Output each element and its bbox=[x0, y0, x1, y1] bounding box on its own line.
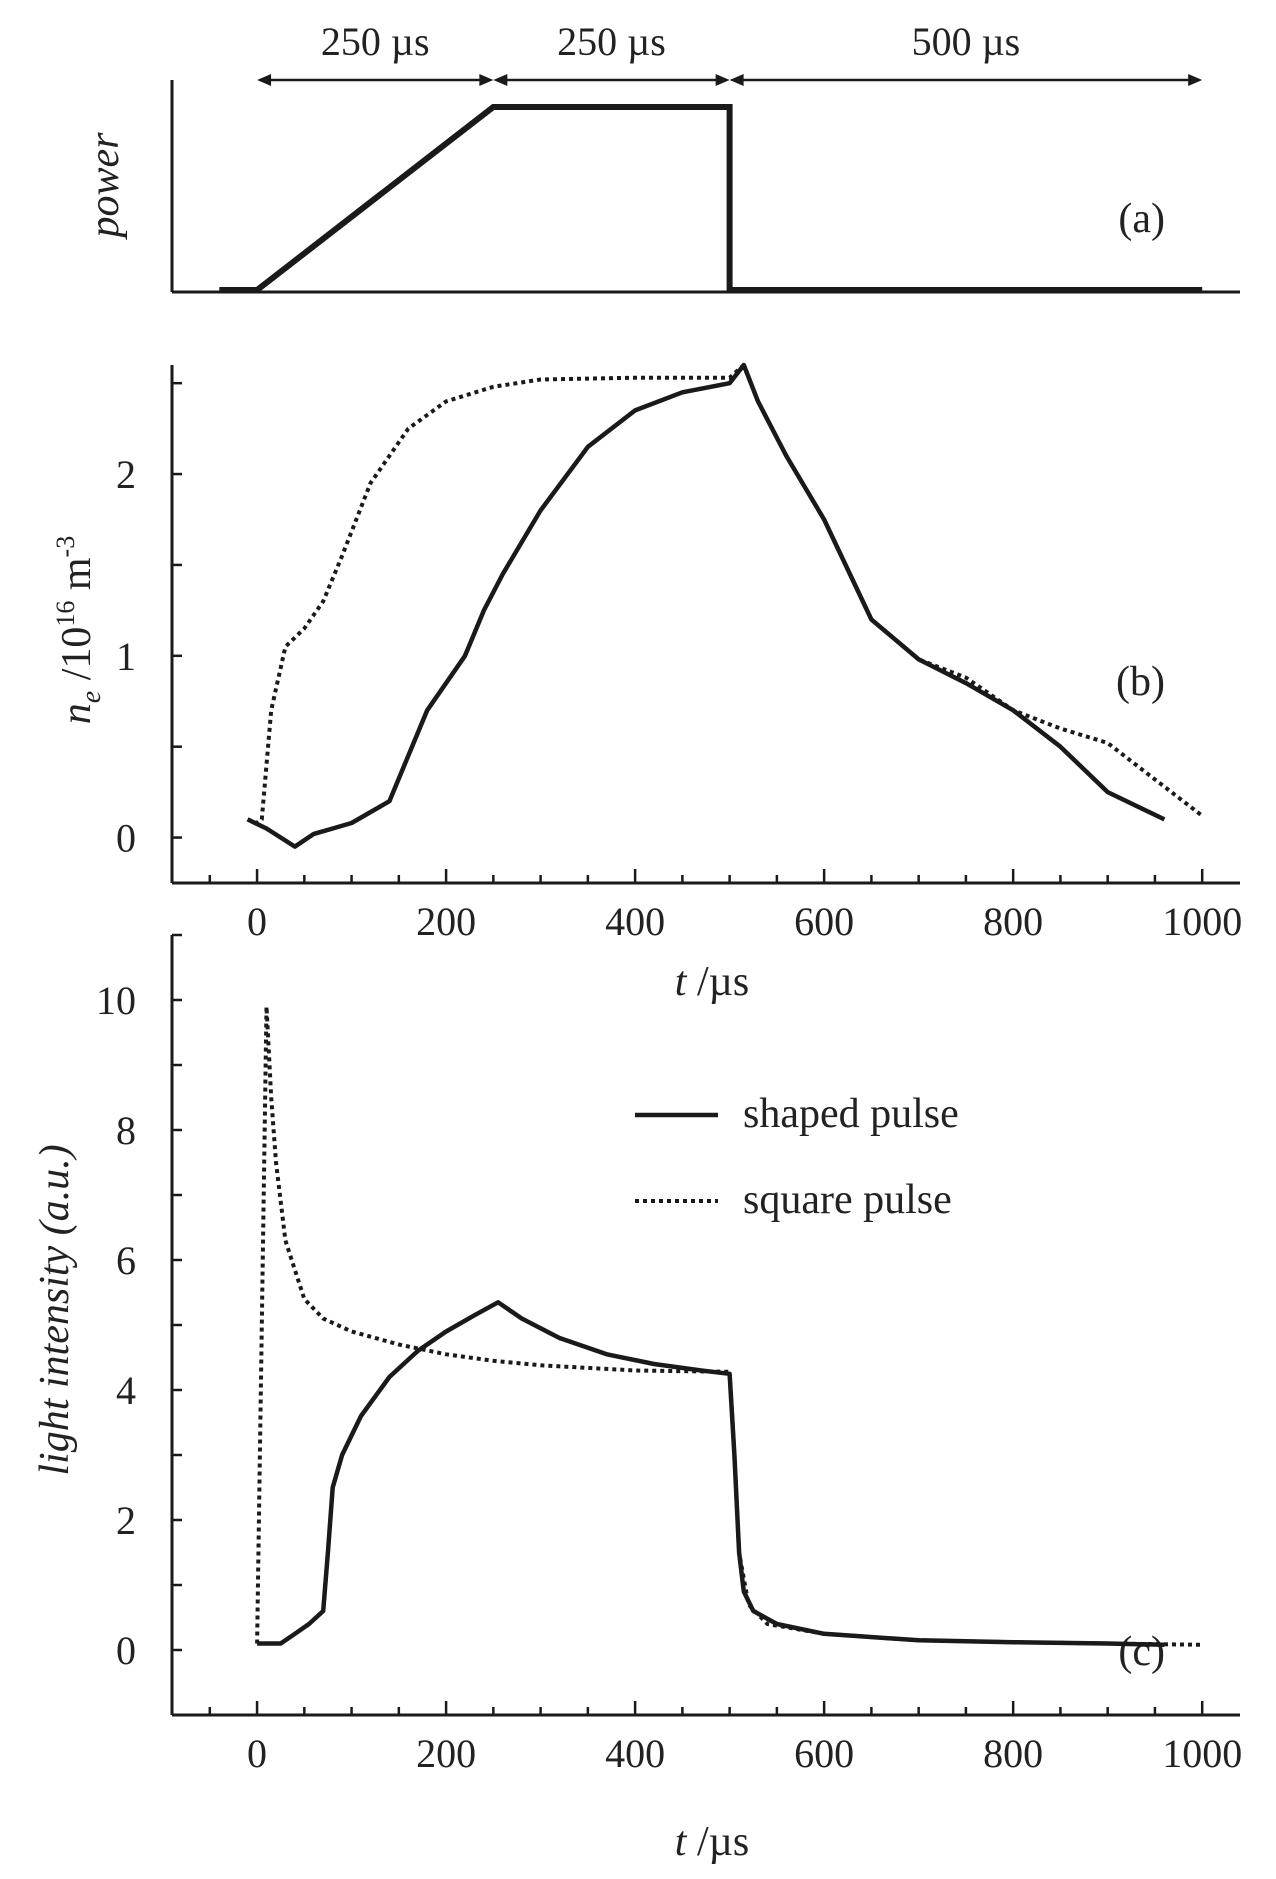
panel-c-y-tick-label: 10 bbox=[96, 978, 136, 1023]
panel-b-xlabel-var: t bbox=[675, 959, 688, 1005]
panel-c-x-tick-label: 600 bbox=[794, 1731, 854, 1776]
panel-a-arrowhead-left bbox=[257, 74, 272, 86]
panel-c-tag: (c) bbox=[1118, 1629, 1165, 1675]
panel-a-duration-annotations: 250 µs 250 µs 500 µs bbox=[257, 19, 1203, 86]
panel-a-arrowhead-left bbox=[493, 74, 508, 86]
panel-a-tag: (a) bbox=[1118, 196, 1165, 242]
panel-c-series-dotted-line bbox=[255, 1004, 1203, 1647]
panel-c-y-tick-label: 2 bbox=[116, 1498, 136, 1543]
panel-c-ylabel: light intensity (a.u.) bbox=[32, 1144, 78, 1475]
panel-b-ylabel-subscript: e bbox=[76, 691, 107, 703]
panel-c-legend: shaped pulse square pulse bbox=[635, 1091, 959, 1223]
panel-b-ylabel-scale: /10 bbox=[54, 627, 100, 691]
panel-a-arrowhead-right bbox=[1188, 74, 1203, 86]
panel-c-xlabel-unit: /µs bbox=[686, 1819, 749, 1865]
panel-b-ylabel: ne /1016 m-3 bbox=[51, 536, 107, 724]
panel-b-electron-density: ne /1016 m-3 (b) t /µs 0 200 400 600 800 1000… bbox=[51, 362, 1242, 1005]
panel-c-legend-label: shaped pulse bbox=[743, 1091, 959, 1137]
panel-b-x-tick-label: 1000 bbox=[1162, 899, 1242, 944]
panel-c-x-tick-label: 800 bbox=[983, 1731, 1043, 1776]
panel-b-series-dotted-line bbox=[246, 363, 1204, 825]
panel-b-y-tick-label: 2 bbox=[116, 452, 136, 497]
panel-a-power: power (a) 250 µs 250 µs 500 µs bbox=[82, 19, 1240, 294]
panel-b-x-tick-label: 0 bbox=[247, 899, 267, 944]
panel-b-ylabel-unit: m bbox=[54, 557, 100, 601]
panel-c-y-tick-label: 6 bbox=[116, 1238, 136, 1283]
panel-a-axes bbox=[170, 80, 1240, 294]
panel-b-axes: 0 200 400 600 800 1000 0 1 2 bbox=[116, 365, 1242, 944]
panel-c-x-tick-label: 0 bbox=[247, 1731, 267, 1776]
panel-b-x-tick-label: 200 bbox=[416, 899, 476, 944]
panel-c-y-tick-label: 0 bbox=[116, 1628, 136, 1673]
panel-b-x-tick-label: 600 bbox=[794, 899, 854, 944]
panel-a-series bbox=[219, 104, 1203, 293]
panel-b-series bbox=[246, 362, 1204, 849]
panel-b-ylabel-exponent: 16 bbox=[51, 601, 80, 627]
panel-a-arrowhead-right bbox=[479, 74, 494, 86]
panel-c-x-tick-label: 400 bbox=[605, 1731, 665, 1776]
panel-c-x-tick-label: 200 bbox=[416, 1731, 476, 1776]
panel-c-xlabel: t /µs bbox=[675, 1819, 749, 1865]
panel-b-y-tick-label: 0 bbox=[116, 816, 136, 861]
panel-a-duration-label: 500 µs bbox=[912, 19, 1021, 64]
panel-c-light-intensity: light intensity (a.u.) (c) t /µs 0 200 400… bbox=[32, 933, 1242, 1865]
panel-a-arrowhead-left bbox=[729, 74, 744, 86]
panel-b-x-tick-label: 800 bbox=[983, 899, 1043, 944]
panel-c-xlabel-var: t bbox=[675, 1819, 688, 1865]
panel-c-x-tick-label: 1000 bbox=[1162, 1731, 1242, 1776]
panel-c-y-tick-label: 8 bbox=[116, 1108, 136, 1153]
panel-c-legend-label: square pulse bbox=[743, 1177, 952, 1223]
panel-a-duration-label: 250 µs bbox=[321, 19, 430, 64]
panel-b-tag: (b) bbox=[1116, 659, 1165, 705]
panel-b-ylabel-unit-exponent: -3 bbox=[51, 536, 80, 558]
panel-a-arrowhead-right bbox=[715, 74, 730, 86]
panel-c-series-solid-line bbox=[257, 1300, 1165, 1648]
panel-b-xlabel: t /µs bbox=[675, 959, 749, 1005]
panel-c-series bbox=[255, 1004, 1203, 1648]
panel-b-xlabel-unit: /µs bbox=[686, 959, 749, 1005]
panel-a-ylabel: power bbox=[82, 132, 128, 241]
panel-a-power-line bbox=[219, 104, 1203, 293]
panel-b-y-tick-label: 1 bbox=[116, 634, 136, 679]
panel-b-ylabel-symbol: n bbox=[54, 703, 100, 724]
panel-b-series-solid-line bbox=[246, 362, 1166, 849]
panel-b-x-tick-label: 400 bbox=[605, 899, 665, 944]
panel-a-duration-label: 250 µs bbox=[557, 19, 666, 64]
panel-c-axes: 0 200 400 600 800 1000 0 2 4 6 8 10 bbox=[96, 933, 1242, 1776]
panel-c-y-tick-label: 4 bbox=[116, 1368, 136, 1413]
